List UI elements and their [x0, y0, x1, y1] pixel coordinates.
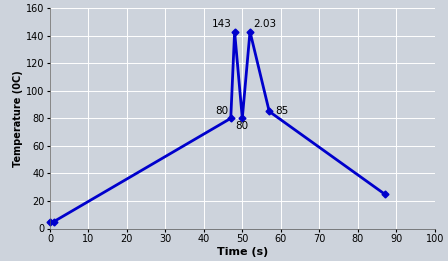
Text: 143: 143 [212, 19, 232, 29]
Text: 2.03: 2.03 [253, 19, 276, 29]
Text: 80: 80 [215, 105, 228, 116]
Text: 85: 85 [275, 106, 288, 116]
Text: 80: 80 [236, 121, 249, 131]
X-axis label: Time (s): Time (s) [217, 247, 268, 257]
Y-axis label: Temperature (0C): Temperature (0C) [13, 70, 23, 167]
